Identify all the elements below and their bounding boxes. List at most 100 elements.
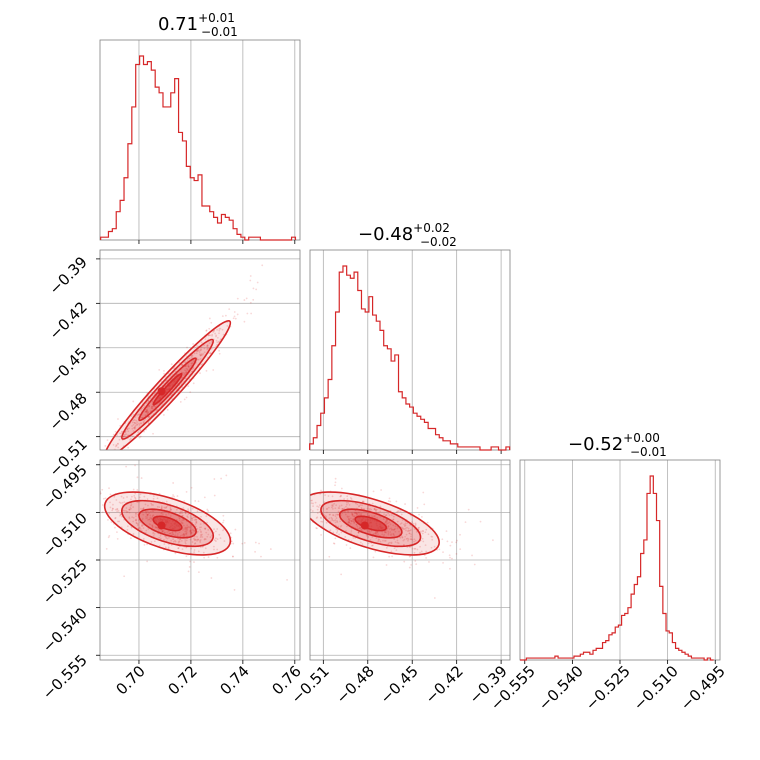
- sample-point: [129, 504, 132, 507]
- sample-point: [302, 500, 304, 502]
- sample-point: [233, 315, 236, 318]
- sample-point: [217, 341, 220, 343]
- sample-point: [193, 561, 195, 563]
- sample-point: [145, 515, 147, 518]
- sample-point: [182, 535, 185, 538]
- sample-point: [348, 521, 351, 523]
- sample-point: [151, 405, 153, 408]
- sample-point: [441, 538, 444, 541]
- sample-point: [416, 507, 419, 509]
- sample-point: [226, 321, 229, 324]
- sample-point: [258, 542, 260, 545]
- sample-point: [343, 507, 346, 510]
- sample-point: [218, 352, 221, 355]
- sample-point: [169, 532, 171, 535]
- sample-point: [196, 539, 198, 542]
- sample-point: [377, 540, 380, 543]
- sample-point: [131, 421, 134, 424]
- sample-point: [328, 555, 331, 558]
- sample-point: [133, 419, 136, 421]
- sample-point: [243, 320, 246, 323]
- sample-point: [449, 556, 451, 559]
- sample-point: [136, 424, 138, 426]
- sample-point: [146, 560, 149, 563]
- sample-point: [418, 513, 420, 516]
- x-tick-label: 0.70: [112, 662, 148, 698]
- sample-point: [169, 508, 172, 511]
- sample-point: [367, 507, 370, 509]
- sample-point: [339, 525, 342, 528]
- sample-point: [336, 520, 338, 522]
- sample-point: [387, 530, 390, 533]
- sample-point: [101, 488, 104, 491]
- sample-point: [183, 374, 185, 376]
- sample-point: [199, 536, 202, 539]
- sample-point: [200, 341, 203, 344]
- sample-point: [116, 520, 119, 523]
- sample-point: [380, 489, 383, 491]
- sample-point: [379, 505, 382, 508]
- sample-point: [148, 405, 150, 408]
- y-tick-label: −0.42: [46, 298, 91, 343]
- sample-point: [332, 542, 335, 545]
- sample-point: [124, 454, 126, 456]
- sample-point: [206, 521, 208, 524]
- sample-point: [409, 529, 412, 531]
- sample-point: [446, 540, 449, 543]
- sample-point: [422, 540, 425, 543]
- sample-point: [163, 543, 166, 545]
- sample-point: [392, 524, 395, 527]
- sample-point: [185, 539, 188, 542]
- sample-point: [157, 528, 160, 531]
- sample-point: [132, 400, 135, 403]
- sample-point: [113, 451, 115, 453]
- sample-point: [307, 497, 309, 499]
- sample-point: [323, 501, 326, 504]
- sample-point: [134, 498, 137, 500]
- sample-point: [185, 555, 188, 558]
- sample-point: [390, 541, 393, 544]
- sample-point: [109, 493, 112, 496]
- sample-point: [180, 539, 183, 542]
- sample-point: [410, 538, 412, 541]
- sample-point: [152, 532, 155, 535]
- y-tick-label: −0.540: [39, 604, 91, 656]
- sample-point: [112, 433, 115, 436]
- y-tick-label: −0.39: [46, 253, 91, 298]
- sample-point: [250, 312, 253, 315]
- panel-ticks: [96, 464, 296, 664]
- sample-point: [216, 336, 219, 339]
- sample-point: [349, 522, 352, 525]
- sample-point: [316, 505, 319, 508]
- sample-point: [145, 409, 148, 412]
- sample-point: [206, 508, 209, 511]
- sample-point: [430, 535, 433, 538]
- sample-point: [371, 536, 374, 538]
- sample-point: [138, 424, 141, 426]
- sample-point: [306, 499, 308, 501]
- sample-point: [193, 542, 196, 545]
- x-tick-label: −0.42: [422, 662, 467, 707]
- sample-point: [335, 513, 338, 516]
- sample-point: [183, 369, 186, 372]
- sample-point: [233, 589, 236, 591]
- sample-point: [145, 410, 148, 413]
- sample-point: [185, 526, 187, 529]
- sample-point: [383, 513, 385, 516]
- hist-step-line: [520, 475, 714, 661]
- sample-point: [189, 538, 192, 541]
- sample-point: [222, 529, 224, 532]
- sample-point: [347, 518, 350, 521]
- sample-point: [108, 534, 111, 537]
- sample-point: [107, 452, 109, 454]
- sample-point: [368, 531, 371, 533]
- sample-point: [200, 535, 203, 537]
- sample-point: [146, 514, 149, 516]
- sample-point: [150, 503, 153, 506]
- sample-point: [348, 504, 351, 506]
- sample-point: [411, 538, 414, 541]
- sample-point: [145, 512, 148, 514]
- sample-point: [207, 529, 210, 531]
- sample-point: [146, 410, 149, 412]
- sample-point: [204, 528, 207, 530]
